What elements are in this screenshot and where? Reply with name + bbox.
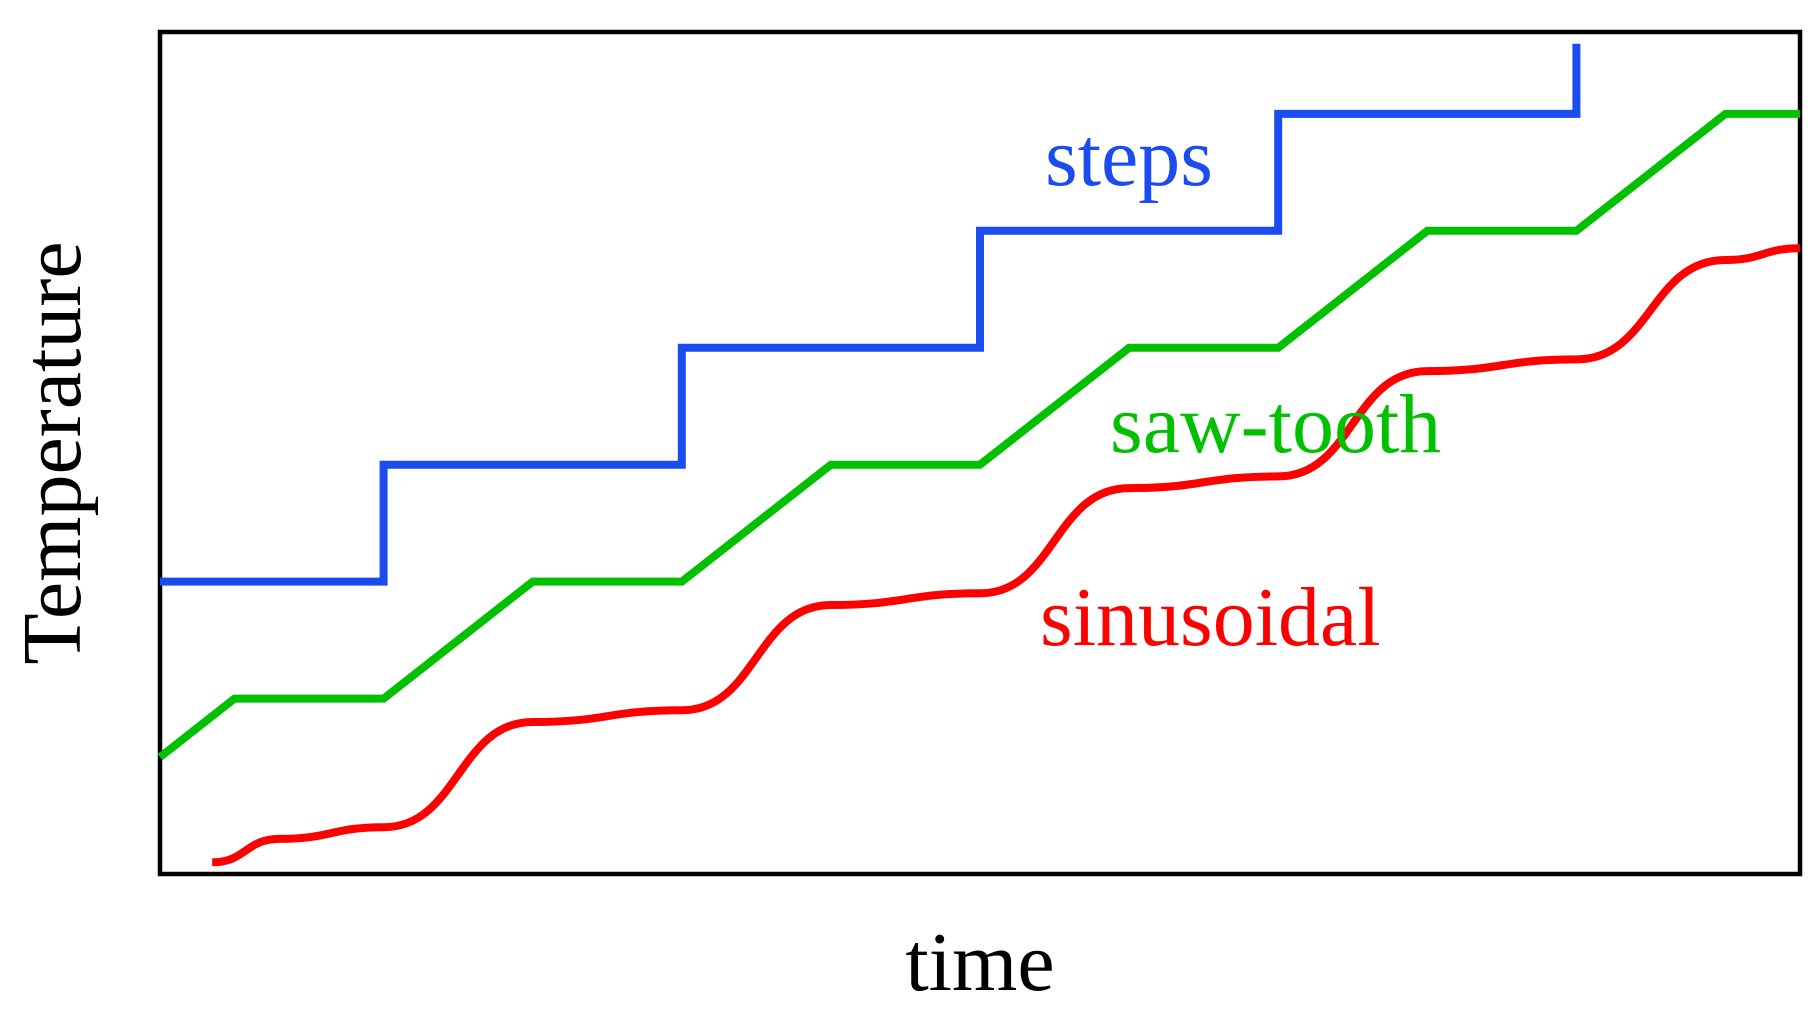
- series-line-sinusoidal: [212, 244, 1801, 867]
- plot-frame: [157, 29, 1803, 877]
- series-label-group: steps saw-tooth sinusoidal: [1040, 111, 1441, 664]
- series-label-steps: steps: [1045, 111, 1213, 204]
- series-line-steps: [160, 43, 1581, 586]
- series-group: [157, 43, 1801, 867]
- x-axis-title: time: [905, 916, 1054, 1009]
- y-axis-title: Temperature: [6, 241, 99, 664]
- series-label-saw-tooth: saw-tooth: [1110, 378, 1441, 471]
- series-label-sinusoidal: sinusoidal: [1040, 571, 1381, 664]
- series-line-saw-tooth: [157, 109, 1800, 761]
